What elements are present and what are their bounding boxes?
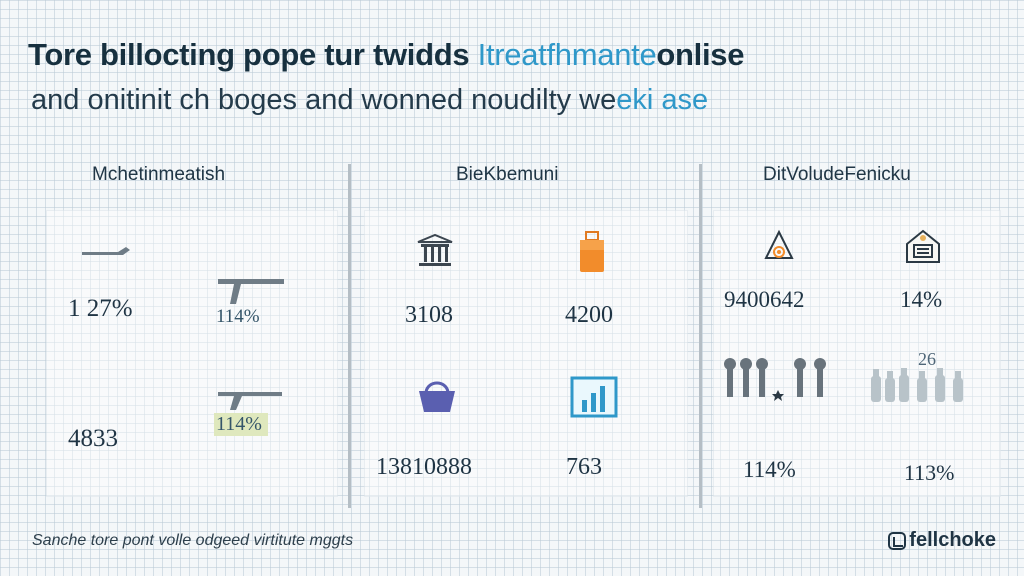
page-title: Tore billocting pope tur twidds Itreatfh… xyxy=(28,36,998,74)
bar-chart-icon xyxy=(570,376,618,418)
brand-logo-icon xyxy=(888,531,907,550)
metric-value: 9400642 xyxy=(724,287,805,312)
footer-note: Sanche tore pont volle odgeed virtitute … xyxy=(32,532,354,549)
metric-value: 3108 xyxy=(405,302,453,328)
section-title-right: DitVoludeFenicku xyxy=(763,164,911,185)
flat-arrow-icon xyxy=(82,247,130,255)
section-divider-left xyxy=(348,164,351,508)
brand-logo: fellchoke xyxy=(888,529,996,552)
section-left-panel xyxy=(46,210,338,497)
section-middle-panel xyxy=(364,210,688,497)
section-divider-right xyxy=(699,164,702,508)
section-title-left: Mchetinmeatish xyxy=(92,164,226,185)
tools-icon xyxy=(724,358,826,401)
subtitle-accent-text: eki ase xyxy=(616,84,709,116)
section-right-panel xyxy=(713,210,1001,497)
metric-value: 13810888 xyxy=(376,454,472,480)
title-main-text: Tore billocting pope tur twidds xyxy=(28,37,478,72)
bottles-icon: 26 xyxy=(871,349,963,402)
pickaxe-icon xyxy=(218,279,284,304)
metric-value: 114% xyxy=(216,306,260,327)
metric-value: 113% xyxy=(904,460,955,485)
metric-value: 763 xyxy=(566,454,602,480)
title-accent-text: Itreatfhmante xyxy=(477,37,657,72)
brand-name: fellchoke xyxy=(909,529,996,551)
section-title-middle: BieKbemuni xyxy=(456,164,559,185)
luggage-icon xyxy=(580,231,604,272)
page-subtitle: and onitinit ch boges and wonned noudilt… xyxy=(31,82,991,118)
pickaxe-icon xyxy=(218,392,282,410)
bank-icon xyxy=(417,233,453,266)
metric-value: 14% xyxy=(900,287,943,312)
building-badge-icon xyxy=(906,229,940,263)
metric-value: 4200 xyxy=(565,302,613,328)
svg-text:26: 26 xyxy=(918,349,936,369)
metric-value: 4833 xyxy=(68,425,118,452)
handbag-icon xyxy=(419,381,455,412)
metric-value: 114% xyxy=(743,457,796,482)
network-triangle-icon xyxy=(764,229,794,259)
metric-value: 114% xyxy=(214,413,268,436)
subtitle-main-text: and onitinit ch boges and wonned noudilt… xyxy=(31,84,617,116)
metric-value: 1 27% xyxy=(68,295,133,322)
title-end-text: onlise xyxy=(656,37,745,72)
